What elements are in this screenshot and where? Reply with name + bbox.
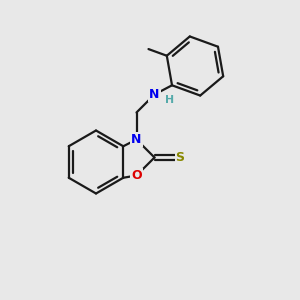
Text: N: N	[131, 133, 142, 146]
Text: H: H	[165, 95, 174, 105]
Text: O: O	[131, 169, 142, 182]
Text: N: N	[149, 88, 160, 101]
Text: S: S	[176, 151, 184, 164]
